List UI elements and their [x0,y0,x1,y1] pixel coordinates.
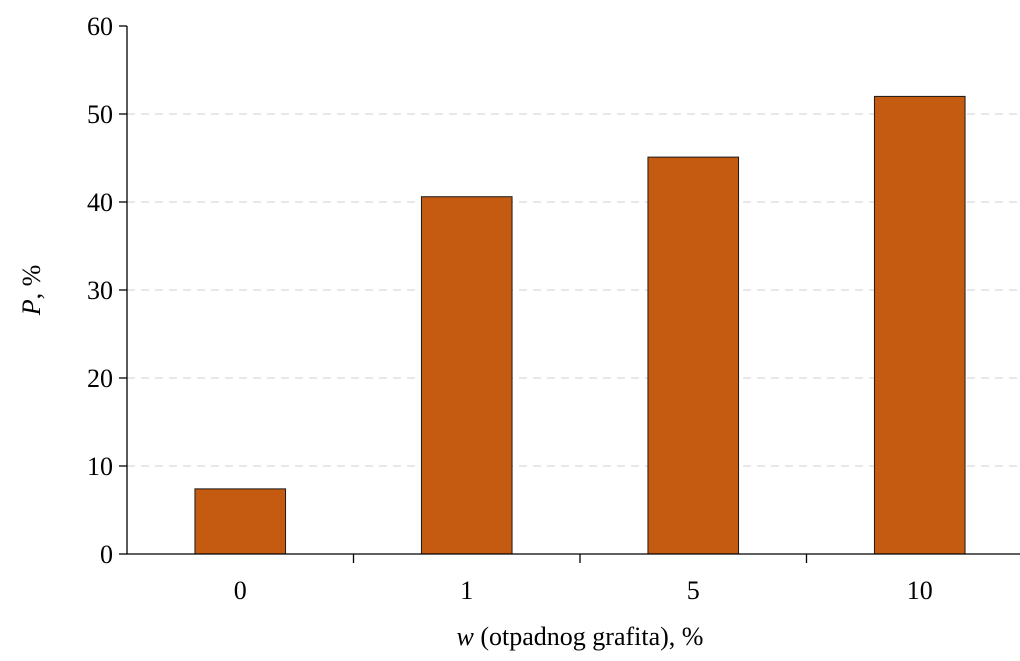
y-tick-label-50: 50 [87,100,113,129]
y-tick-label-20: 20 [87,364,113,393]
bar-0 [194,488,287,555]
x-axis-label-variable: w [457,622,475,651]
bars [194,95,966,555]
y-axis-ticks: 0 10 20 30 40 50 60 [87,12,127,569]
x-axis-label: w (otpadnog grafita), % [457,622,704,651]
gridlines [127,113,1020,467]
x-tick-label-0: 0 [234,576,247,605]
x-tick-label-5: 5 [687,576,700,605]
bar-5 [647,156,740,555]
bar-10 [873,95,966,555]
y-axis-label-text: , % [17,265,46,300]
x-axis-label-text: (otpadnog grafita), % [474,622,704,651]
y-tick-label-30: 30 [87,276,113,305]
y-tick-label-0: 0 [100,540,113,569]
y-axis-label-variable: P [17,299,46,316]
y-tick-label-60: 60 [87,12,113,41]
x-tick-label-10: 10 [907,576,933,605]
bar-1 [420,196,513,555]
x-tick-label-1: 1 [460,576,473,605]
y-tick-label-40: 40 [87,188,113,217]
x-axis-ticks: 0 1 5 10 [234,554,933,605]
y-tick-label-10: 10 [87,452,113,481]
y-axis-label: P, % [17,265,46,317]
